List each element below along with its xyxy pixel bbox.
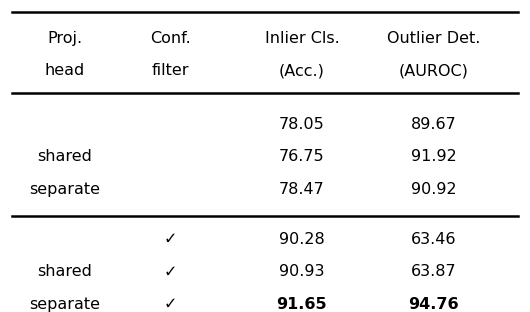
Text: ✓: ✓ [163,232,177,247]
Text: 90.28: 90.28 [279,232,325,247]
Text: 94.76: 94.76 [409,297,459,312]
Text: Proj.: Proj. [47,31,82,46]
Text: Conf.: Conf. [149,31,190,46]
Text: ✓: ✓ [163,265,177,280]
Text: separate: separate [29,182,100,197]
Text: 91.65: 91.65 [277,297,327,312]
Text: separate: separate [29,297,100,312]
Text: ✓: ✓ [163,297,177,312]
Text: shared: shared [37,265,92,280]
Text: 78.47: 78.47 [279,182,325,197]
Text: 89.67: 89.67 [411,117,456,132]
Text: Inlier Cls.: Inlier Cls. [264,31,339,46]
Text: (Acc.): (Acc.) [279,63,325,78]
Text: head: head [45,63,85,78]
Text: (AUROC): (AUROC) [399,63,469,78]
Text: 78.05: 78.05 [279,117,325,132]
Text: 90.93: 90.93 [279,265,325,280]
Text: 63.46: 63.46 [411,232,456,247]
Text: 76.75: 76.75 [279,149,325,164]
Text: 63.87: 63.87 [411,265,456,280]
Text: 90.92: 90.92 [411,182,456,197]
Text: filter: filter [152,63,189,78]
Text: 91.92: 91.92 [411,149,456,164]
Text: Outlier Det.: Outlier Det. [387,31,480,46]
Text: shared: shared [37,149,92,164]
